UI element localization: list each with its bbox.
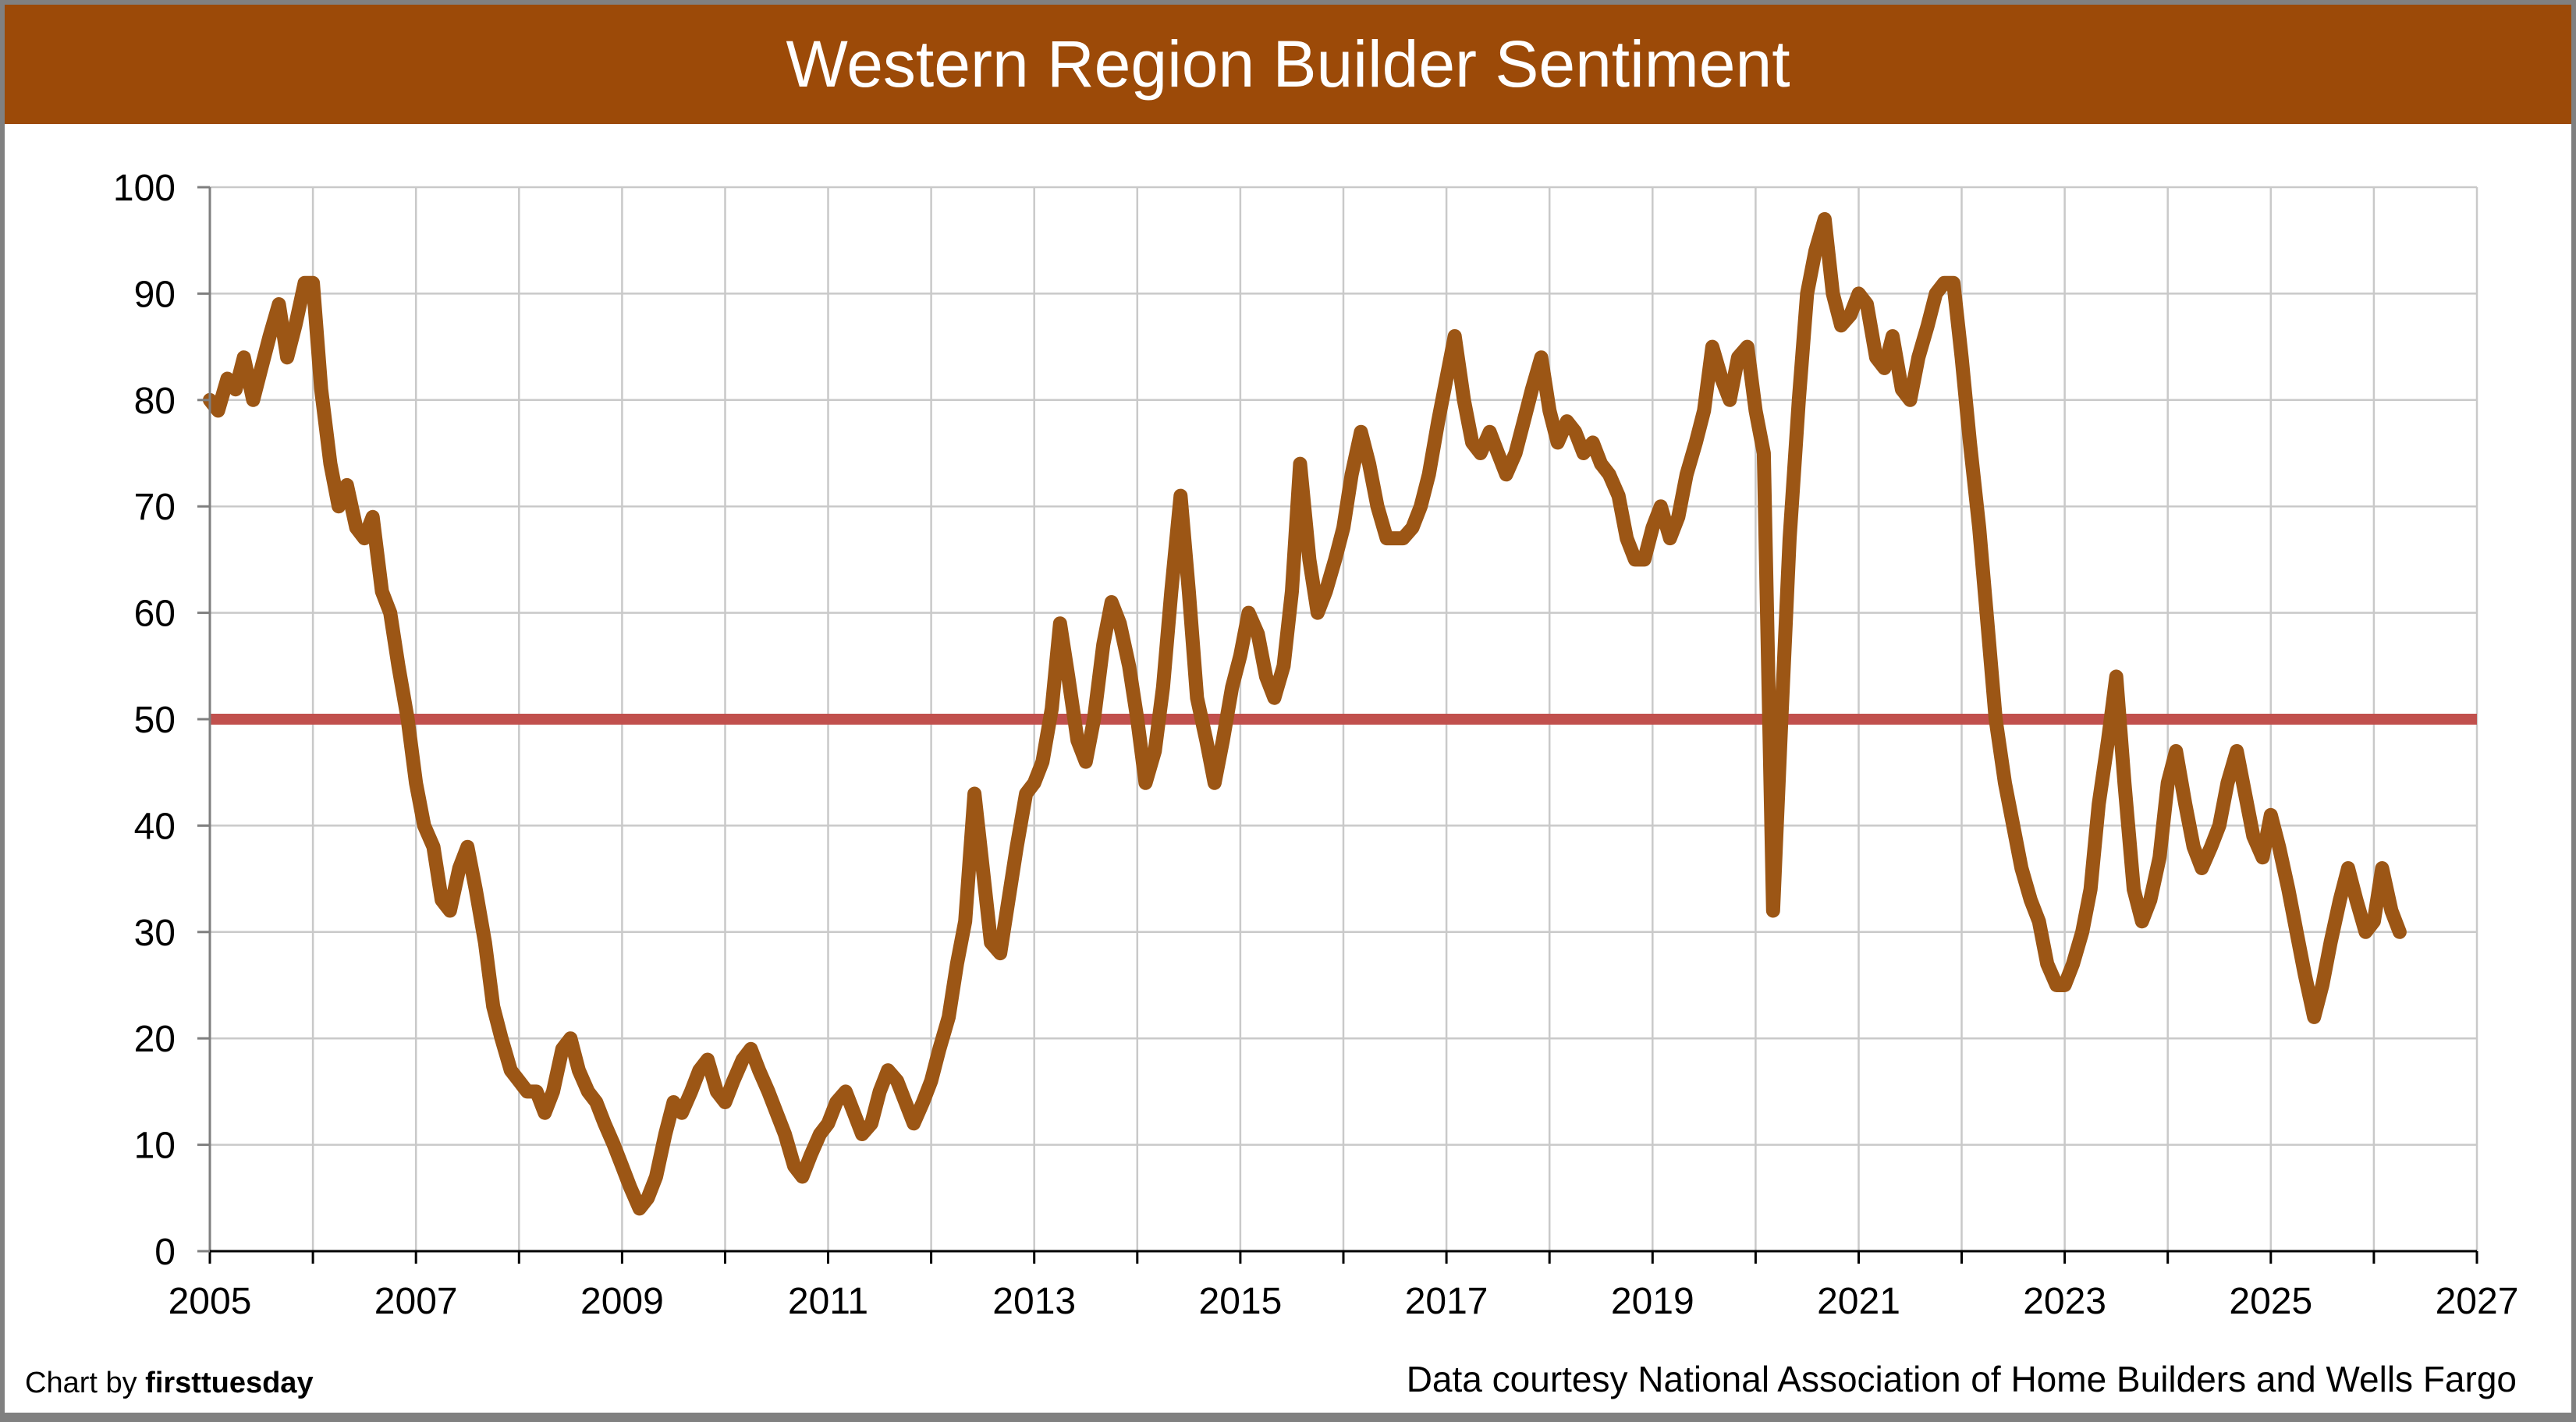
svg-text:2015: 2015 [1199,1281,1283,1322]
svg-text:40: 40 [134,806,176,847]
svg-text:0: 0 [154,1232,176,1273]
svg-text:10: 10 [134,1126,176,1167]
svg-text:50: 50 [134,700,176,741]
svg-text:30: 30 [134,913,176,954]
svg-text:80: 80 [134,381,176,422]
svg-text:2017: 2017 [1405,1281,1488,1322]
svg-text:2021: 2021 [1817,1281,1900,1322]
svg-text:2005: 2005 [169,1281,252,1322]
svg-text:2007: 2007 [374,1281,458,1322]
svg-text:20: 20 [134,1019,176,1060]
svg-text:2027: 2027 [2436,1281,2519,1322]
svg-text:2013: 2013 [992,1281,1076,1322]
svg-text:2011: 2011 [788,1281,868,1322]
svg-text:100: 100 [113,168,176,209]
svg-text:2025: 2025 [2229,1281,2312,1322]
svg-text:2019: 2019 [1611,1281,1694,1322]
svg-text:60: 60 [134,594,176,635]
svg-text:70: 70 [134,487,176,528]
svg-text:2009: 2009 [580,1281,664,1322]
svg-text:2023: 2023 [2023,1281,2106,1322]
svg-text:90: 90 [134,274,176,315]
